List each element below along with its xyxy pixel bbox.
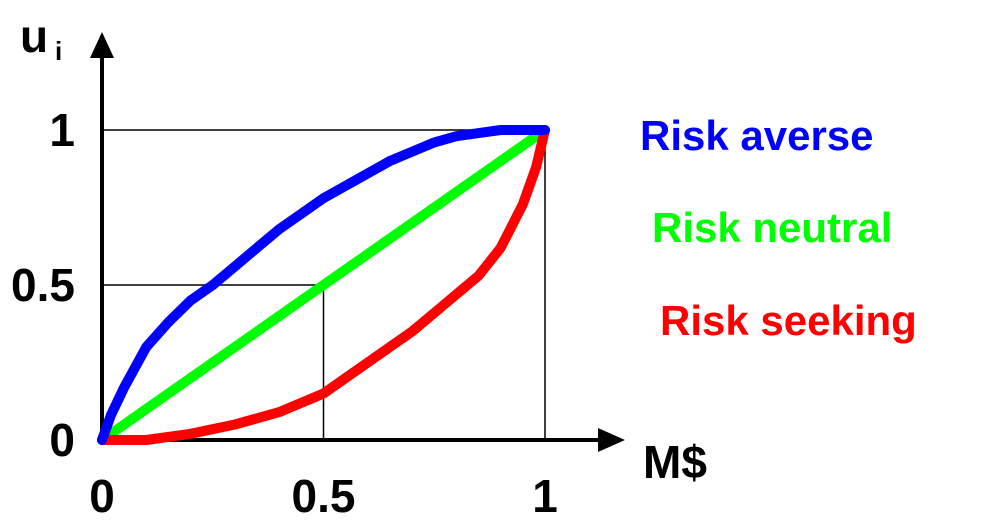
series-layer — [97, 125, 550, 445]
legend-item-risk-neutral: Risk neutral — [652, 204, 892, 251]
x-axis-label: M$ — [643, 436, 707, 488]
x-tick-label: 0.5 — [292, 470, 356, 520]
x-tick-label: 1 — [532, 470, 558, 520]
y-tick-label: 1 — [49, 104, 75, 156]
y-axis-arrow-icon — [90, 32, 114, 58]
tick-labels: 0 0.5 1 0 0.5 1 — [11, 104, 558, 520]
y-tick-label: 0 — [49, 414, 75, 466]
series-line-risk-neutral — [97, 125, 550, 445]
y-tick-label: 0.5 — [11, 259, 75, 311]
x-axis-arrow-icon — [598, 428, 625, 452]
legend: Risk averse Risk neutral Risk seeking — [640, 112, 917, 344]
series-line-risk-seeking — [97, 125, 550, 445]
y-axis-label: u — [20, 10, 48, 62]
y-axis-label-subscript: i — [55, 36, 62, 66]
series-line-risk-averse — [97, 125, 550, 445]
legend-item-risk-seeking: Risk seeking — [660, 297, 917, 344]
x-tick-label: 0 — [89, 470, 115, 520]
legend-item-risk-averse: Risk averse — [640, 112, 874, 159]
